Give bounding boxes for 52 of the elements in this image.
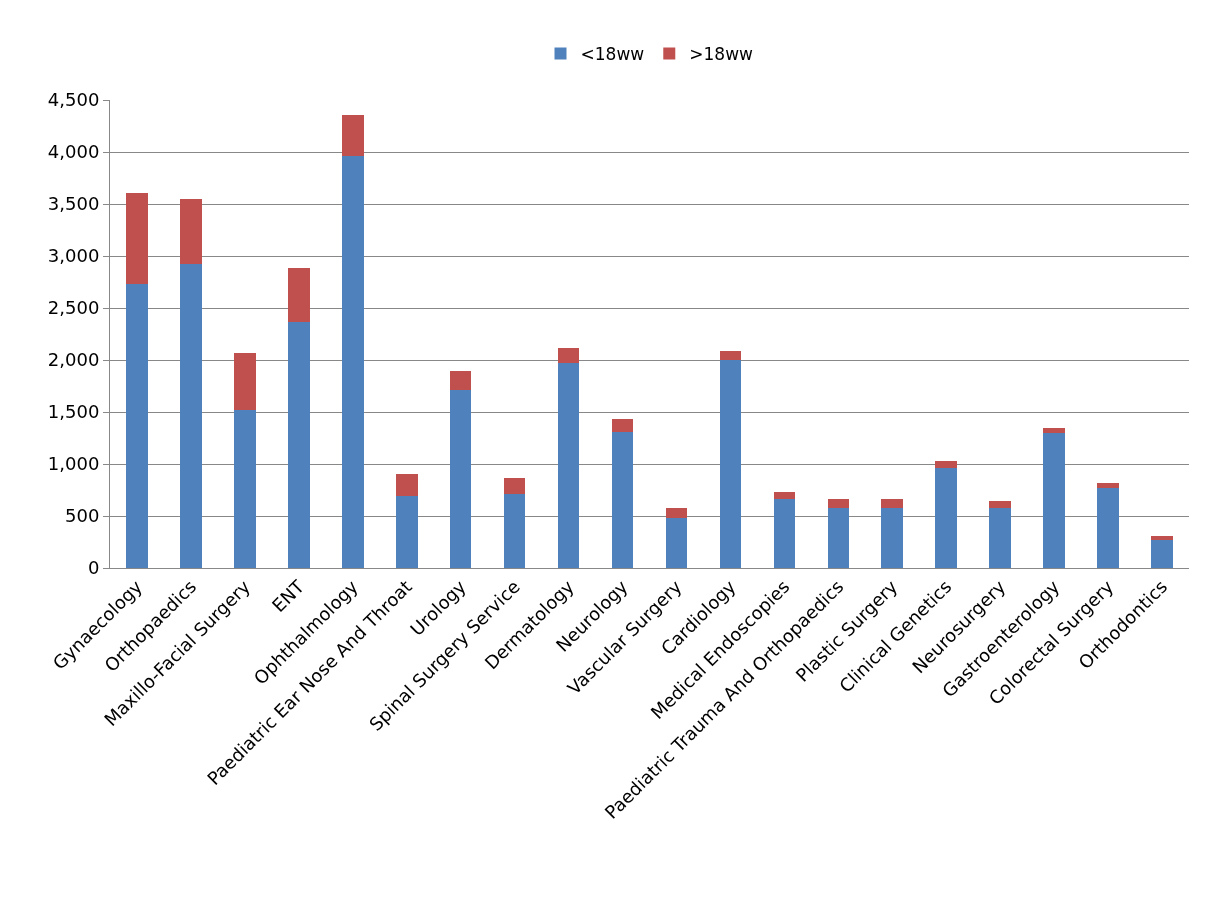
bar [288, 321, 310, 568]
bar [341, 156, 364, 568]
y-tick-label: 1,000 [47, 453, 100, 475]
y-tick-label: 500 [65, 505, 100, 527]
bar [126, 192, 148, 285]
bar [935, 460, 958, 469]
bar [395, 496, 418, 568]
y-tick-label: 4,000 [47, 141, 100, 163]
bar [180, 198, 202, 265]
bar [449, 371, 472, 391]
bar [449, 390, 472, 568]
bar [773, 492, 796, 500]
bar [126, 284, 148, 568]
bar [503, 494, 526, 568]
bar [234, 352, 256, 410]
y-tick-label: 0 [87, 557, 100, 579]
bar [881, 499, 904, 508]
bar [665, 518, 688, 568]
bar [881, 507, 904, 568]
y-tick-label: 3,000 [47, 245, 100, 267]
y-tick-label: 3,500 [47, 193, 100, 215]
y-tick-label: 4,500 [47, 89, 100, 111]
legend-label: >18ww [689, 44, 754, 65]
bar [395, 474, 418, 497]
bar [1043, 427, 1065, 433]
bar [1043, 432, 1065, 568]
bar [1151, 535, 1173, 540]
bar [557, 363, 580, 568]
bar [827, 507, 850, 568]
bar [989, 507, 1011, 568]
bar [557, 347, 580, 364]
bar [288, 268, 310, 322]
y-tick-label: 2,500 [47, 297, 100, 319]
bar [773, 499, 796, 568]
bar [719, 350, 742, 360]
bar [989, 501, 1011, 508]
legend-label: <18ww [580, 44, 645, 65]
bar [719, 360, 742, 568]
bar [665, 507, 688, 519]
bar [611, 431, 634, 568]
bar [234, 409, 256, 568]
bar [935, 468, 958, 568]
bar [611, 419, 634, 432]
bar [503, 477, 526, 495]
bar [1097, 482, 1119, 488]
bar [1151, 539, 1173, 568]
bar [341, 114, 364, 157]
bar [180, 264, 202, 568]
y-tick-label: 1,500 [47, 401, 100, 423]
bar [1097, 487, 1119, 568]
bar [827, 499, 850, 508]
y-tick-label: 2,000 [47, 349, 100, 371]
